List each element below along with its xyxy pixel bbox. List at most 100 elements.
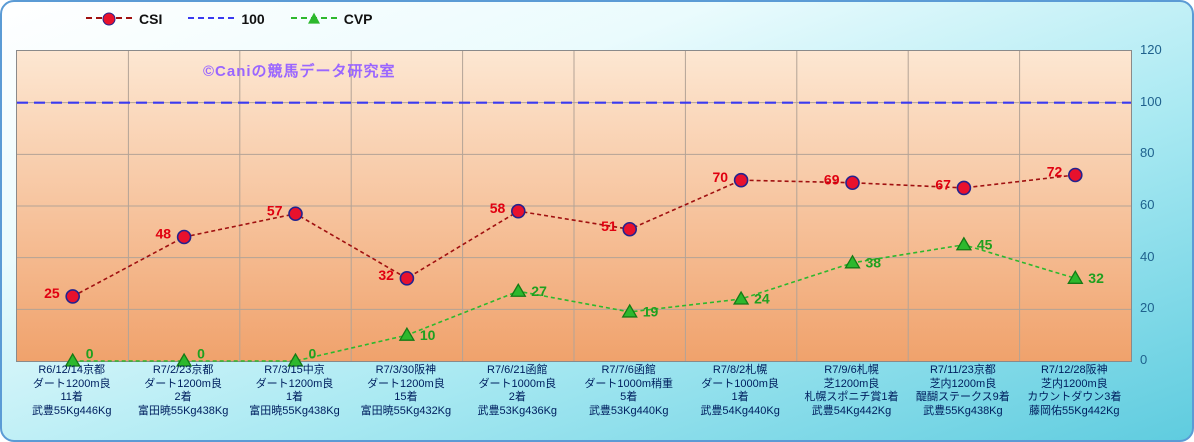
cvp-point <box>510 282 527 297</box>
csi-point <box>1068 167 1083 183</box>
x-axis-label-line: 15着 <box>394 391 418 403</box>
x-axis-label-line: 2着 <box>508 391 526 403</box>
x-axis-label-line: ダート1200m良 <box>32 377 111 390</box>
cvp-triangle-marker-icon <box>307 12 320 24</box>
plot-area: 25 48 57 32 58 51 70 69 67 72 0 0 0 10 27 19 24 38 45 32 ©C… <box>16 50 1132 367</box>
x-axis-label-line: R7/6/21函館 <box>487 364 548 376</box>
reference-dashed-line-icon <box>188 17 235 19</box>
x-axis-label-line: ダート1000m良 <box>478 377 557 390</box>
x-axis-label-line: 武豊54Kg440Kg <box>700 404 780 417</box>
csi-value-label: 25 <box>44 285 60 301</box>
csi-value-label: 57 <box>267 202 283 218</box>
x-axis-label-line: R7/7/6函館 <box>601 364 656 376</box>
csi-line <box>72 174 1076 298</box>
csi-value-label: 32 <box>378 267 394 283</box>
csi-point <box>399 271 415 286</box>
watermark: ©Caniの競馬データ研究室 <box>203 63 396 80</box>
cvp-value-label: 0 <box>309 346 317 362</box>
x-axis-label: R7/9/6札幌 芝1200m良 札幌スポニチ賞1着 武豊54Kg442Kg <box>793 364 911 418</box>
x-axis-label-line: 札幌スポニチ賞1着 <box>804 391 899 403</box>
y-axis-tick-label: 20 <box>1140 300 1155 316</box>
x-axis-label-line: 芝内1200m良 <box>1040 377 1108 390</box>
legend-label-cvp: CVP <box>343 11 373 27</box>
x-axis-label-line: R6/12/14京都 <box>38 364 106 376</box>
x-axis-label-line: カウントダウン3着 <box>1027 391 1122 403</box>
x-axis-label-line: 富田暁55Kg432Kg <box>360 404 452 417</box>
x-axis-label-line: 醍醐ステークス9着 <box>915 391 1010 403</box>
legend-item-100: 100 <box>188 11 265 27</box>
csi-point <box>510 203 526 219</box>
csi-point <box>845 175 860 191</box>
x-axis-label-line: 11着 <box>60 391 83 403</box>
cvp-point <box>287 352 304 367</box>
cvp-point <box>398 326 416 341</box>
legend-label-csi: CSI <box>139 11 163 27</box>
x-axis-label-line: 2着 <box>174 391 192 403</box>
reference-line-sample <box>188 12 235 26</box>
x-axis-label: R7/11/23京都 芝内1200m良 醍醐ステークス9着 武豊55Kg438Kg <box>904 364 1022 418</box>
cvp-value-label: 24 <box>754 291 770 307</box>
csi-point <box>956 180 972 196</box>
cvp-point <box>175 352 193 367</box>
csi-point <box>288 206 303 222</box>
chart-legend: CSI 100 CVP <box>86 7 373 31</box>
cvp-value-label: 38 <box>866 255 882 271</box>
x-axis-label-line: 武豊55Kg438Kg <box>923 404 1003 417</box>
cvp-point <box>732 290 750 305</box>
x-axis-label-line: ダート1200m良 <box>255 377 334 390</box>
csi-circle-marker-icon <box>102 12 116 26</box>
csi-value-label: 51 <box>601 218 617 234</box>
y-axis-tick-label: 100 <box>1140 93 1162 109</box>
csi-point <box>176 229 192 245</box>
y-axis-tick-label: 60 <box>1140 197 1155 212</box>
cvp-value-label: 10 <box>420 327 436 343</box>
x-axis-label-line: 富田暁55Kg438Kg <box>137 404 229 417</box>
cvp-point <box>1067 270 1084 284</box>
x-axis-label-line: R7/11/23京都 <box>929 364 996 376</box>
x-axis-label-line: 武豊53Kg440Kg <box>588 404 669 417</box>
x-axis-label-line: 5着 <box>620 391 638 403</box>
x-axis-label-line: ダート1000m稍重 <box>584 377 673 390</box>
cvp-point <box>621 303 638 318</box>
cvp-point <box>844 254 861 269</box>
cvp-point <box>955 236 973 251</box>
csi-value-label: 67 <box>935 177 951 193</box>
x-axis-label-line: R7/3/15中京 <box>264 364 325 376</box>
y-axis-tick-label: 0 <box>1140 352 1148 367</box>
x-axis-label-line: ダート1200m良 <box>367 377 445 390</box>
legend-item-cvp: CVP <box>290 11 373 27</box>
csi-value-label: 70 <box>713 169 729 185</box>
cvp-line <box>72 243 1076 362</box>
x-axis-label-line: R7/3/30阪神 <box>375 364 437 376</box>
cvp-line-sample <box>290 12 337 26</box>
x-axis-label-line: 1着 <box>731 391 749 403</box>
x-axis-label-line: ダート1000m良 <box>701 377 779 390</box>
legend-label-100: 100 <box>241 11 265 27</box>
cvp-value-label: 45 <box>977 236 993 252</box>
x-axis-label-line: R7/2/23京都 <box>152 364 214 376</box>
csi-line-sample <box>86 12 132 26</box>
x-axis-label-line: 武豊53Kg436Kg <box>477 404 558 417</box>
cvp-value-label: 32 <box>1088 270 1104 286</box>
x-axis-label-line: ダート1200m良 <box>144 377 222 390</box>
series-cvp: 0 0 0 10 27 19 24 38 45 32 <box>64 236 1104 367</box>
chart-canvas: 25 48 57 32 58 51 70 69 67 72 0 0 0 10 27 19 24 38 45 32 <box>17 51 1131 367</box>
csi-value-label: 58 <box>490 200 506 216</box>
x-axis-label-line: 武豊54Kg442Kg <box>811 404 892 417</box>
x-axis-label-line: R7/12/28阪神 <box>1040 364 1108 376</box>
x-axis-label: R7/12/28阪神 芝内1200m良 カウントダウン3着 藤岡佑55Kg442Kg <box>1015 364 1133 418</box>
x-axis-label-line: 武豊55Kg446Kg <box>31 404 112 417</box>
y-axis-tick-label: 40 <box>1140 248 1155 264</box>
x-axis-label-line: R7/9/6札幌 <box>824 364 879 376</box>
cvp-point <box>64 352 81 367</box>
csi-point <box>622 221 638 237</box>
csi-value-label: 72 <box>1047 164 1063 180</box>
x-axis-label: R7/7/6函館 ダート1000m稍重 5着 武豊53Kg440Kg <box>570 364 688 418</box>
x-axis-label: R7/2/23京都 ダート1200m良 2着 富田暁55Kg438Kg <box>124 364 242 418</box>
x-axis-label-line: 富田暁55Kg438Kg <box>249 404 340 417</box>
x-axis-label-line: 1着 <box>285 391 304 403</box>
cvp-value-label: 19 <box>643 304 659 320</box>
legend-item-csi: CSI <box>86 11 162 27</box>
x-axis-label-line: 芝内1200m良 <box>929 377 997 390</box>
